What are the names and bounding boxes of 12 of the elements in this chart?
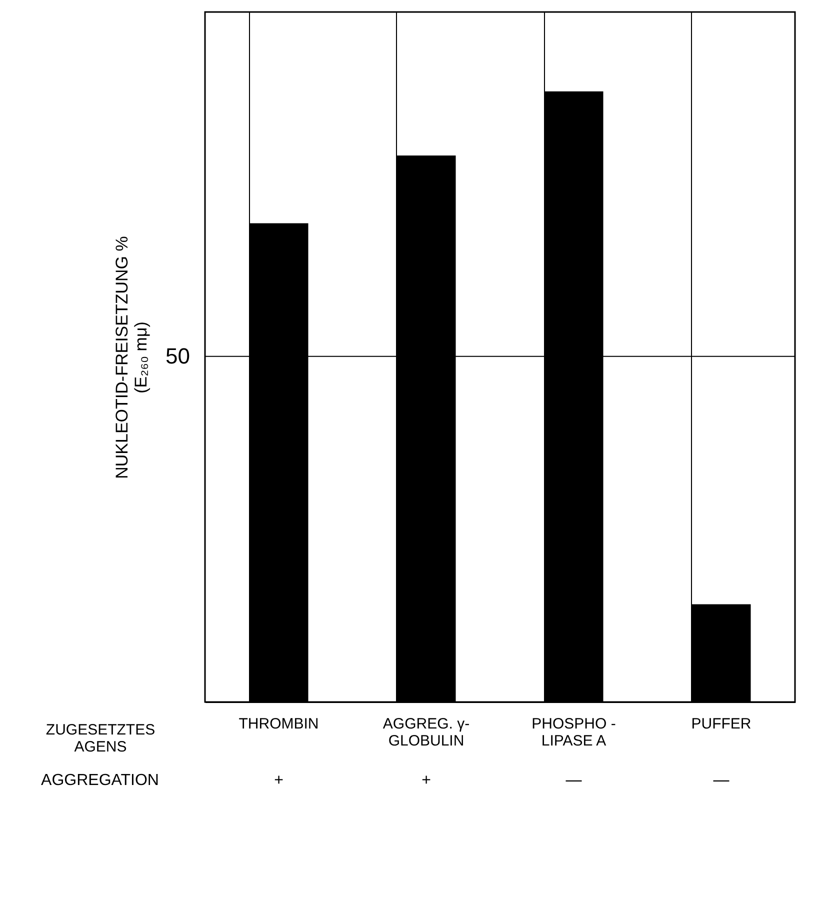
text: — bbox=[566, 772, 582, 789]
x-tick-label: PHOSPHO - LIPASE A bbox=[532, 716, 616, 750]
text: AGGREGATION bbox=[41, 772, 159, 789]
x-tick-label: THROMBIN bbox=[238, 716, 319, 732]
text: + bbox=[274, 772, 284, 789]
text: — bbox=[713, 772, 730, 789]
y-axis-title: NUKLEOTID-FREISETZUNG % (E₂₆₀ mμ) bbox=[112, 236, 150, 479]
x-axis-title: ZUGESETZTES AGENS bbox=[46, 722, 156, 756]
text: 50 bbox=[166, 343, 190, 368]
text: + bbox=[422, 772, 431, 789]
x-tick-label: PUFFER bbox=[691, 716, 752, 732]
x-tick-label: AGGREG. γ- GLOBULIN bbox=[382, 716, 470, 750]
